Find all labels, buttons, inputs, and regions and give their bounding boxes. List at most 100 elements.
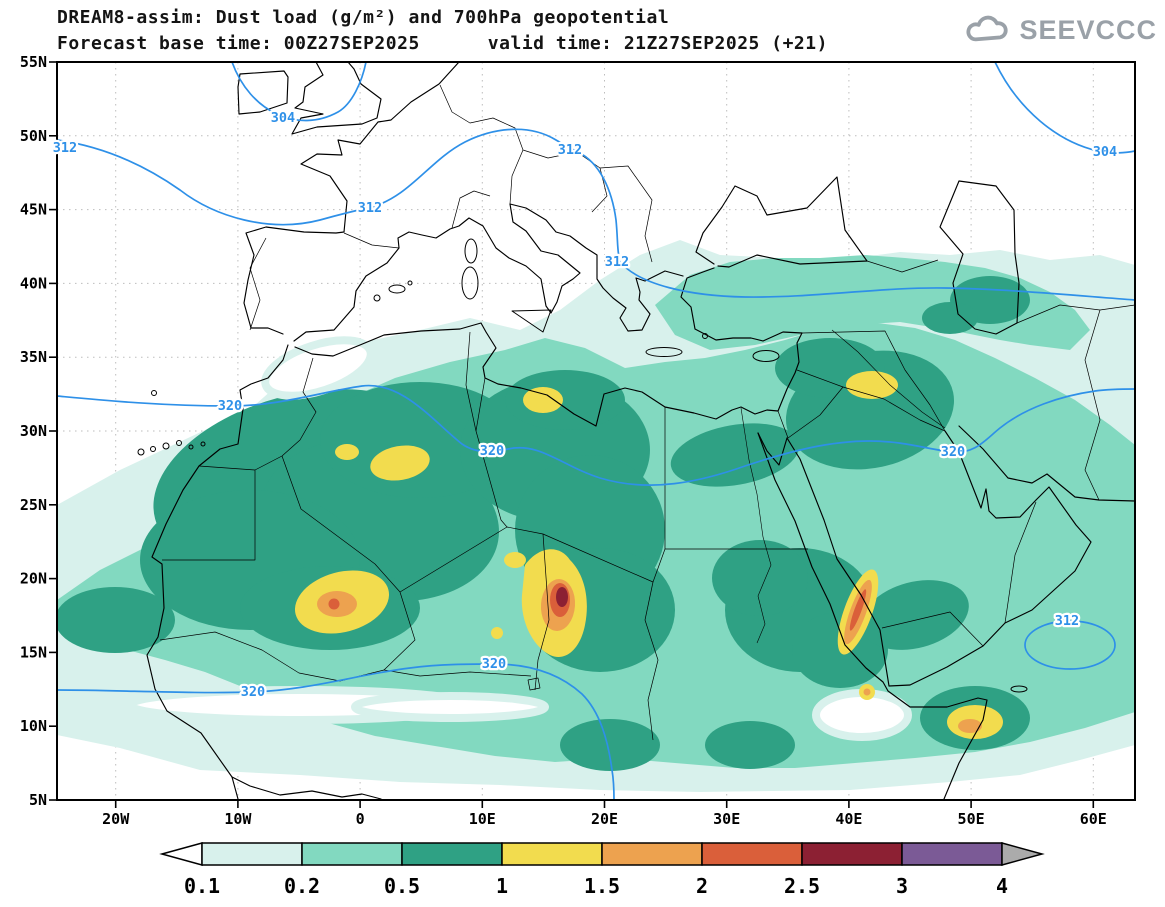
dust-fill-0.5-1: [712, 540, 808, 616]
country-borders: [162, 470, 256, 561]
colorbar-segment: [301, 842, 403, 866]
country-borders: [1016, 304, 1135, 324]
country-borders: [881, 611, 984, 647]
country-borders: [281, 455, 401, 593]
dust-load-fill-layer: [57, 240, 1135, 792]
lat-tick-label: 45N: [20, 201, 47, 219]
country-borders: [1004, 501, 1037, 624]
contour-320-north: [57, 384, 1135, 486]
dust-clear-holes: [261, 336, 375, 400]
canary-islands: [162, 442, 170, 450]
canary-islands: [137, 448, 145, 456]
dust-fill-1.5-2: [958, 719, 982, 733]
lat-tick-label: 30N: [20, 422, 47, 440]
contour-label: 312: [605, 254, 629, 270]
island-sardinia: [461, 266, 479, 300]
colorbar-segment: [501, 842, 603, 866]
coastline-iran-gulf: [958, 425, 1135, 502]
country-borders: [383, 591, 532, 677]
canary-islands: [150, 446, 156, 452]
lon-tick-label: 10E: [469, 810, 496, 828]
canary-islands: [200, 441, 206, 447]
colorbar-level-label: 4: [996, 874, 1008, 898]
lon-tick-label: 20W: [102, 810, 130, 828]
colorbar-segment: [601, 842, 703, 866]
country-borders: [439, 84, 653, 263]
dust-fill-1-1.5: [335, 444, 359, 460]
lat-tick-label: 20N: [20, 570, 47, 588]
cloud-logo-icon: [966, 15, 1009, 42]
contour-label: 312: [358, 200, 382, 216]
country-borders: [249, 237, 267, 331]
coastline-red-sea-africa-horn: [757, 432, 988, 800]
dust-fill-0.5-1: [705, 721, 795, 769]
lat-tick-label: 50N: [20, 127, 47, 145]
lat-tick-label: 15N: [20, 643, 47, 661]
island-menorca: [407, 280, 413, 286]
dust-fill-1-1.5: [504, 552, 526, 568]
dust-fill-2-2.5: [849, 589, 867, 631]
coastline-black-sea: [695, 176, 868, 268]
dust-fill-2-2.5: [328, 598, 340, 610]
colorbar-level-label: 0.5: [384, 874, 420, 898]
contour-label: 312: [1055, 613, 1079, 629]
island-madeira: [151, 390, 157, 396]
dust-fill-1-1.5: [370, 445, 430, 481]
contour-label: 312: [558, 142, 582, 158]
coastlines-and-borders: [137, 62, 1135, 800]
dust-fill-1.5-2: [863, 688, 871, 696]
contour-label: 304: [271, 110, 295, 126]
contour-320-south: [57, 663, 615, 800]
chart-subtitle: Forecast base time: 00Z27SEP2025 valid t…: [57, 33, 828, 54]
axis-ticks: [49, 61, 1095, 808]
island-corsica: [464, 238, 478, 264]
dust-fill-1-1.5: [491, 627, 503, 639]
dust-clear-holes: [812, 689, 912, 741]
colorbar-segment: [701, 842, 803, 866]
dust-fill-0.5-1: [861, 580, 969, 650]
coastline-britain: [291, 62, 382, 135]
coastline-mediterranean-north: [293, 203, 684, 342]
island-cyprus: [752, 350, 780, 362]
contour-label: 320: [218, 398, 242, 414]
canary-islands: [188, 444, 194, 450]
colorbar-level-label: 2: [696, 874, 708, 898]
country-borders: [534, 533, 550, 691]
country-borders: [475, 377, 486, 432]
lat-tick-label: 10N: [20, 717, 47, 735]
contour-label: 320: [480, 443, 504, 459]
colorbar-level-label: 1: [496, 874, 508, 898]
dust-fill-1-1.5: [523, 387, 563, 413]
colorbar-arrow-low: [159, 842, 203, 866]
country-borders: [399, 407, 666, 593]
contour-312-arabian-sea: [1024, 620, 1116, 670]
country-borders: [801, 330, 946, 432]
dust-fill-0.5-1: [922, 302, 978, 334]
geopotential-contour-lines: [57, 62, 1135, 800]
lon-tick-label: 0: [356, 810, 365, 828]
contour-value-labels: 304 312 312 312 312 304 320 320 320 320 320 312: [51, 108, 1120, 703]
chart-title: DREAM8-assim: Dust load (g/m²) and 700hP…: [57, 7, 670, 28]
canary-islands: [137, 440, 206, 456]
coastline-ireland: [237, 70, 289, 115]
island-crete: [645, 347, 683, 357]
colorbar-level-label: 2.5: [784, 874, 820, 898]
country-borders: [451, 190, 491, 229]
tigris-euphrates: [831, 329, 946, 429]
island-sicily: [511, 309, 552, 333]
logo-text: SEEVCCC: [1019, 14, 1157, 45]
dust-fill-0.5-1: [57, 587, 175, 653]
colorbar-level-label: 3: [896, 874, 908, 898]
lon-tick-label: 10W: [224, 810, 252, 828]
country-borders: [591, 167, 608, 213]
dust-fill-0.5-1: [560, 719, 660, 771]
dust-clear-holes: [351, 692, 549, 722]
lon-tick-label: 50E: [958, 810, 985, 828]
colorbar-level-label: 0.2: [284, 874, 320, 898]
dust-fill-0.5-1: [670, 423, 800, 487]
colorbar-level-label: 1.5: [584, 874, 620, 898]
dust-load-colorbar: 0.1 0.2 0.5 1 1.5 2 2.5 3 4: [159, 842, 1045, 898]
coastline-mediterranean-south: [294, 267, 803, 427]
island-rhodes: [702, 333, 708, 339]
country-borders: [159, 84, 1135, 741]
